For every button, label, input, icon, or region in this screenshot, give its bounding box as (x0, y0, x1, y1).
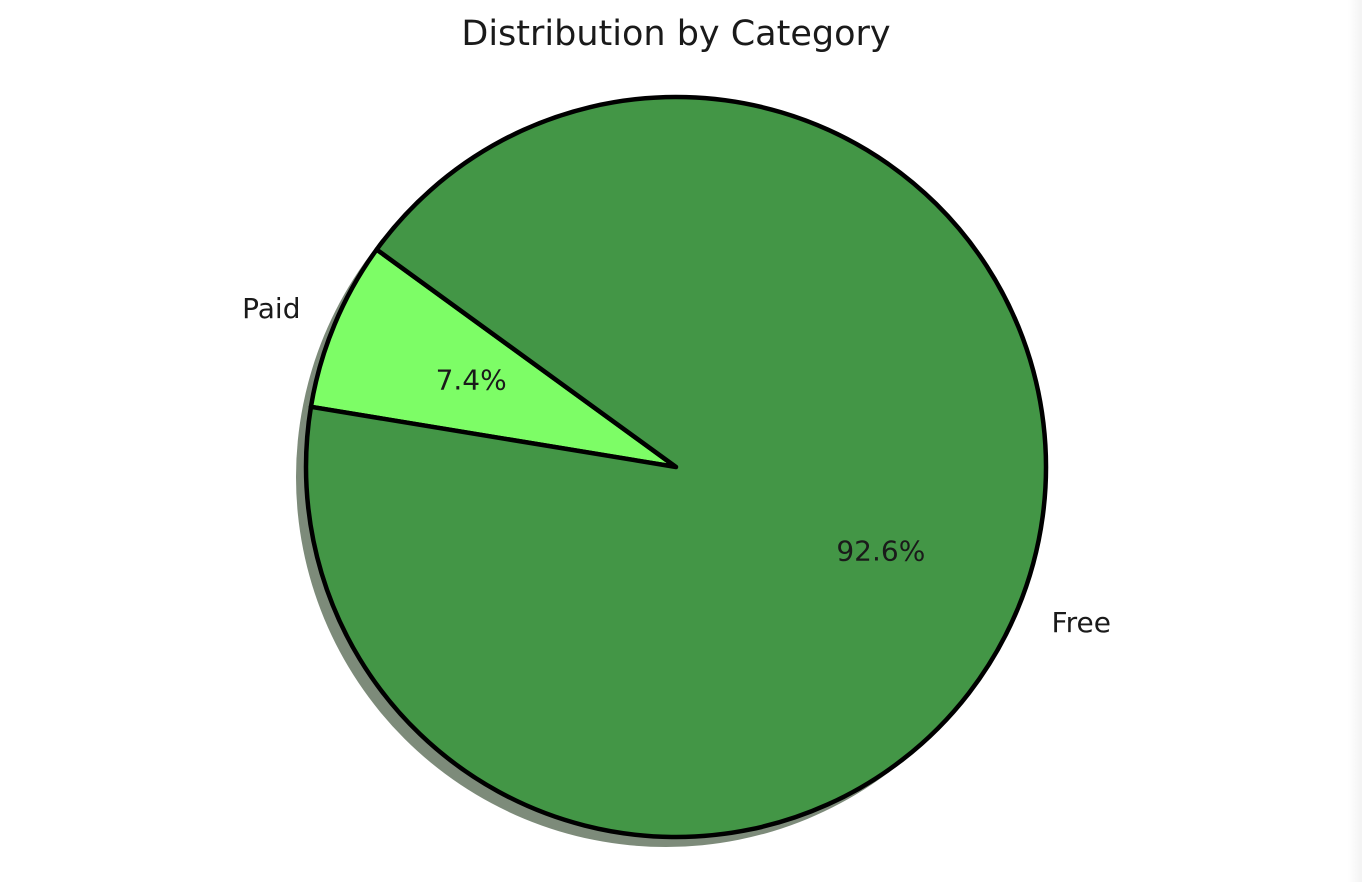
pie-slice-free (303, 94, 1049, 840)
slice-percent-paid: 7.4% (436, 363, 507, 396)
pie-labels: Paid 7.4% Free 92.6% (242, 292, 1111, 639)
slice-label-free: Free (1052, 606, 1111, 639)
pie-slices (303, 94, 1049, 840)
window-edge (1348, 0, 1362, 882)
chart-title: Distribution by Category (461, 14, 890, 54)
slice-percent-free: 92.6% (836, 535, 925, 568)
pie-slice-paid (308, 247, 679, 470)
slice-label-paid: Paid (242, 292, 300, 325)
